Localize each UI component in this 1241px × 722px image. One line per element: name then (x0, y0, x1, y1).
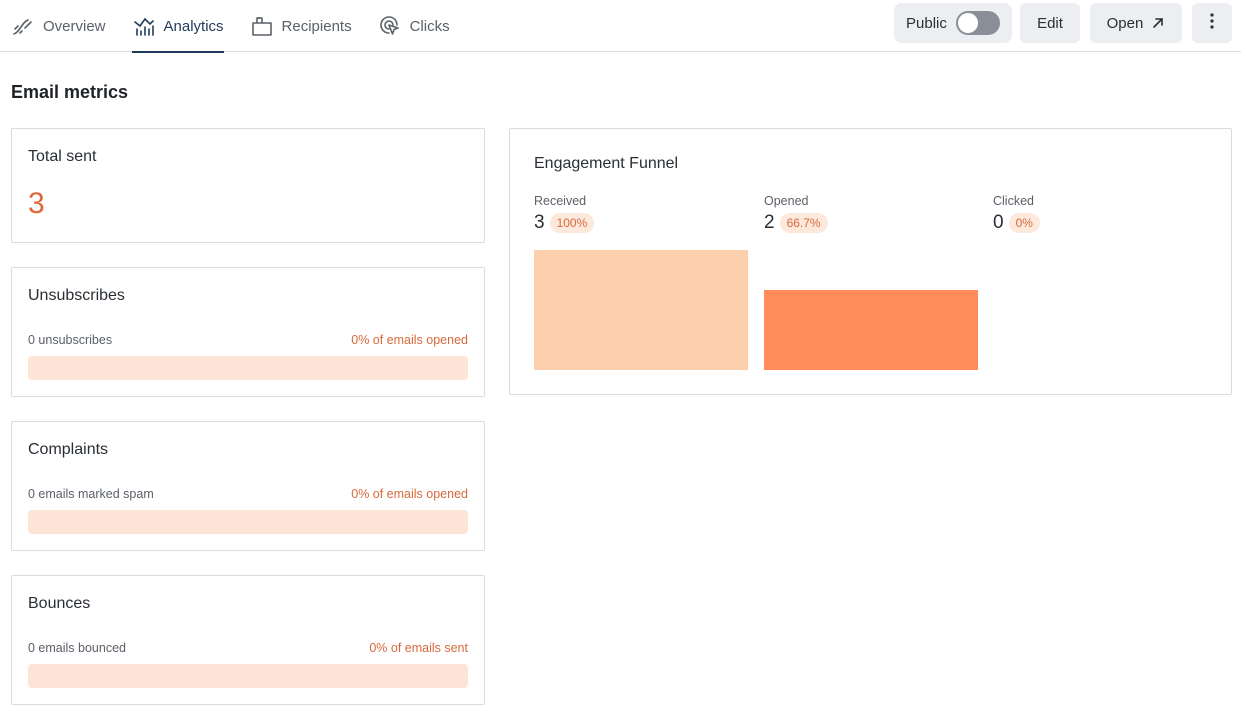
funnel-bar-received (534, 250, 748, 370)
stage-value-row: 3 100% (534, 212, 748, 234)
funnel-bar-opened (764, 290, 978, 370)
complaints-count: 0 emails marked spam (28, 487, 154, 501)
total-sent-title: Total sent (28, 148, 97, 165)
stage-label: Clicked (993, 194, 1034, 208)
tab-overview[interactable]: Overview (11, 0, 106, 52)
unsubscribes-card: Unsubscribes 0 unsubscribes 0% of emails… (11, 267, 485, 397)
more-options-button[interactable] (1192, 3, 1232, 43)
tab-recipients-label: Recipients (281, 17, 352, 35)
stage-count: 3 (534, 212, 545, 233)
funnel-stage-received: Received 3 100% (534, 194, 748, 234)
funnel-title: Engagement Funnel (534, 155, 679, 172)
funnel-stage-opened: Opened 2 66.7% (764, 194, 978, 234)
overview-icon (11, 14, 35, 38)
stage-percent-badge: 100% (549, 213, 595, 233)
stage-percent-badge: 0% (1008, 213, 1040, 233)
stage-count: 0 (993, 212, 1004, 233)
complaints-card: Complaints 0 emails marked spam 0% of em… (11, 421, 485, 551)
tab-list: Overview Analytics Recipients Clicks (11, 0, 476, 53)
complaints-percent: 0% of emails opened (351, 487, 468, 501)
arrow-up-right-icon (1151, 16, 1165, 30)
bounces-percent: 0% of emails sent (369, 641, 468, 655)
public-toggle[interactable] (955, 11, 1000, 35)
engagement-funnel-card: Engagement Funnel Received 3 100% Opened… (509, 128, 1232, 395)
complaints-progress-bar (28, 510, 468, 534)
stage-label: Opened (764, 194, 809, 208)
tab-clicks-label: Clicks (409, 17, 450, 35)
tab-clicks[interactable]: Clicks (378, 0, 450, 52)
edit-button[interactable]: Edit (1020, 3, 1080, 43)
stage-count: 2 (764, 212, 775, 233)
bounces-progress-bar (28, 664, 468, 688)
total-sent-value: 3 (28, 187, 45, 220)
tab-analytics[interactable]: Analytics (131, 0, 224, 53)
analytics-icon (132, 14, 156, 38)
more-vertical-icon (1210, 13, 1214, 33)
unsubscribes-count: 0 unsubscribes (28, 333, 113, 347)
open-button[interactable]: Open (1090, 3, 1182, 43)
unsubscribes-progress-bar (28, 356, 468, 380)
total-sent-card: Total sent 3 (11, 128, 485, 243)
clicks-icon (378, 14, 402, 38)
stage-value-row: 2 66.7% (764, 212, 978, 234)
unsubscribes-percent: 0% of emails opened (351, 333, 468, 347)
stage-value-row: 0 0% (993, 212, 1207, 234)
funnel-stage-clicked: Clicked 0 0% (993, 194, 1207, 234)
public-toggle-group: Public (894, 3, 1012, 43)
unsubscribes-title: Unsubscribes (28, 287, 125, 304)
toggle-knob (957, 13, 978, 33)
recipients-icon (250, 14, 274, 38)
tab-overview-label: Overview (43, 17, 106, 35)
bounces-card: Bounces 0 emails bounced 0% of emails se… (11, 575, 485, 705)
bounces-title: Bounces (28, 595, 91, 612)
tab-recipients[interactable]: Recipients (250, 0, 352, 52)
stage-label: Received (534, 194, 587, 208)
tab-analytics-label: Analytics (163, 17, 224, 35)
edit-button-label: Edit (1037, 14, 1063, 32)
bounces-count: 0 emails bounced (28, 641, 126, 655)
complaints-title: Complaints (28, 441, 109, 458)
open-button-label: Open (1106, 14, 1144, 32)
section-title: Email metrics (11, 82, 129, 102)
header-actions: Public Edit Open (894, 3, 1232, 43)
public-label: Public (906, 14, 947, 32)
top-navigation-bar: Overview Analytics Recipients Clicks Pub… (0, 0, 1241, 53)
stage-percent-badge: 66.7% (779, 213, 828, 233)
